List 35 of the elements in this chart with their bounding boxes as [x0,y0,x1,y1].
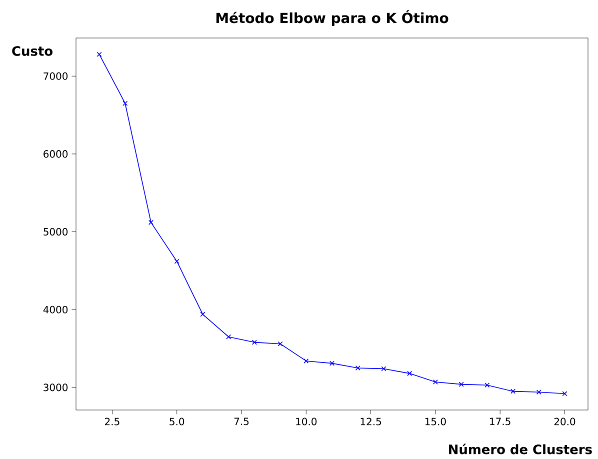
y-tick-label: 3000 [44,384,68,392]
point [432,379,438,384]
point [536,390,542,395]
x-tick-label: 17.5 [490,418,510,426]
point [381,366,386,372]
x-tick-label: 20.0 [554,418,576,426]
point [122,100,128,106]
point [148,220,154,225]
point [562,391,568,396]
point [200,312,206,317]
point [226,334,232,340]
point [174,258,180,264]
point [304,358,309,364]
point [407,370,412,376]
y-tick-label: 7000 [44,72,68,80]
point [252,340,257,345]
x-tick-label: 12.5 [360,418,382,426]
x-tick-label: 10.0 [296,418,317,426]
point [96,52,102,57]
chart-title: Método Elbow para o K Ótimo [216,10,448,26]
y-tick-label: 5000 [44,228,68,236]
point [510,388,516,394]
y-axis-title: Custo [12,46,52,56]
x-tick-label: 15.0 [425,418,446,426]
x-axis-title: Número de Clusters [449,444,592,454]
point [484,382,490,388]
point [278,341,283,346]
x-tick-label: 5.0 [170,418,184,426]
x-tick-label: 2.5 [105,418,120,426]
point [329,360,335,366]
point [355,365,360,370]
point [458,382,464,387]
y-tick-label: 4000 [43,306,68,314]
y-tick-label: 6000 [44,150,68,158]
x-tick-label: 7.5 [234,418,249,426]
